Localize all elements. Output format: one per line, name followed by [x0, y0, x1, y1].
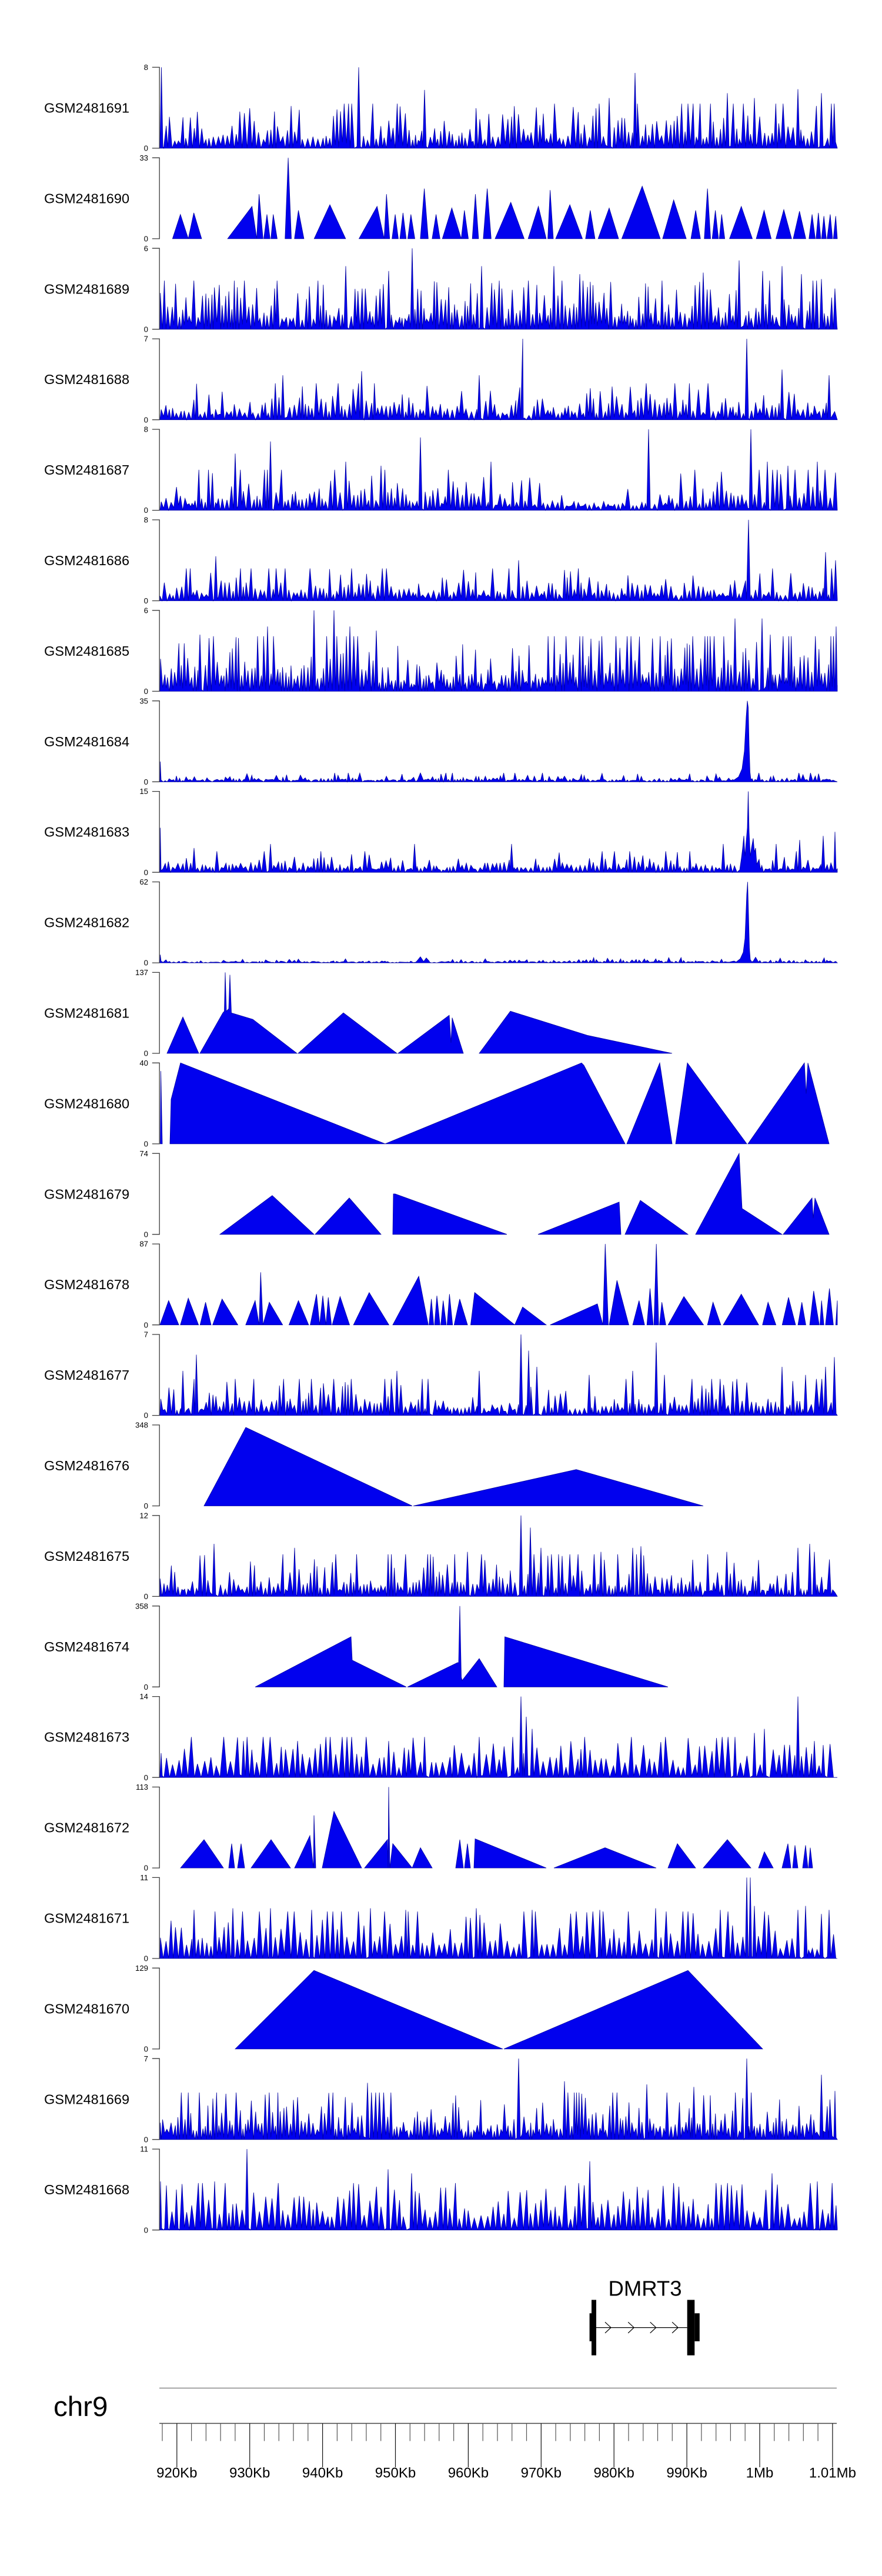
svg-text:62: 62	[139, 877, 148, 886]
svg-text:14: 14	[139, 1692, 148, 1701]
svg-text:GSM2481680: GSM2481680	[44, 1096, 129, 1111]
svg-text:33: 33	[139, 154, 148, 162]
svg-text:960Kb: 960Kb	[448, 2465, 489, 2481]
svg-text:0: 0	[144, 687, 148, 696]
svg-text:0: 0	[144, 1773, 148, 1782]
svg-text:87: 87	[139, 1240, 148, 1249]
svg-text:0: 0	[144, 2135, 148, 2144]
svg-text:GSM2481686: GSM2481686	[44, 553, 129, 568]
svg-text:7: 7	[144, 1330, 148, 1339]
svg-text:940Kb: 940Kb	[302, 2465, 343, 2481]
svg-text:0: 0	[144, 1954, 148, 1963]
svg-text:0: 0	[144, 1049, 148, 1058]
svg-text:0: 0	[144, 778, 148, 786]
svg-text:0: 0	[144, 415, 148, 424]
svg-text:0: 0	[144, 1501, 148, 1510]
svg-text:0: 0	[144, 325, 148, 333]
svg-text:GSM2481678: GSM2481678	[44, 1277, 129, 1292]
svg-text:GSM2481681: GSM2481681	[44, 1006, 129, 1021]
svg-text:GSM2481668: GSM2481668	[44, 2182, 129, 2197]
svg-text:0: 0	[144, 2225, 148, 2234]
svg-text:GSM2481676: GSM2481676	[44, 1458, 129, 1473]
svg-text:980Kb: 980Kb	[593, 2465, 634, 2481]
svg-text:GSM2481685: GSM2481685	[44, 643, 129, 659]
svg-text:0: 0	[144, 868, 148, 877]
svg-text:0: 0	[144, 1411, 148, 1420]
svg-text:1Mb: 1Mb	[746, 2465, 774, 2481]
svg-text:GSM2481689: GSM2481689	[44, 281, 129, 296]
svg-text:GSM2481674: GSM2481674	[44, 1639, 129, 1654]
svg-text:GSM2481677: GSM2481677	[44, 1367, 129, 1383]
svg-text:970Kb: 970Kb	[521, 2465, 562, 2481]
svg-text:0: 0	[144, 1864, 148, 1873]
svg-text:8: 8	[144, 425, 148, 434]
svg-text:GSM2481672: GSM2481672	[44, 1820, 129, 1836]
svg-text:GSM2481687: GSM2481687	[44, 462, 129, 478]
svg-text:15: 15	[139, 787, 148, 796]
svg-text:GSM2481675: GSM2481675	[44, 1549, 129, 1564]
svg-text:0: 0	[144, 235, 148, 243]
svg-text:920Kb: 920Kb	[156, 2465, 197, 2481]
svg-text:GSM2481691: GSM2481691	[44, 101, 129, 116]
svg-text:113: 113	[136, 1783, 148, 1791]
svg-text:40: 40	[139, 1059, 148, 1067]
svg-text:6: 6	[144, 244, 148, 253]
svg-text:GSM2481684: GSM2481684	[44, 734, 129, 749]
svg-text:0: 0	[144, 1140, 148, 1149]
svg-text:GSM2481682: GSM2481682	[44, 915, 129, 930]
svg-text:GSM2481670: GSM2481670	[44, 2001, 129, 2016]
svg-text:358: 358	[135, 1601, 148, 1610]
svg-text:7: 7	[144, 2054, 148, 2063]
svg-text:GSM2481679: GSM2481679	[44, 1186, 129, 1202]
svg-text:0: 0	[144, 596, 148, 605]
svg-text:0: 0	[144, 2045, 148, 2054]
svg-text:11: 11	[140, 2145, 148, 2154]
svg-text:chr9: chr9	[54, 2391, 108, 2422]
svg-text:8: 8	[144, 516, 148, 525]
svg-text:12: 12	[139, 1511, 148, 1520]
svg-text:74: 74	[139, 1149, 148, 1158]
svg-text:8: 8	[144, 63, 148, 72]
svg-text:0: 0	[144, 1230, 148, 1239]
svg-text:GSM2481688: GSM2481688	[44, 372, 129, 387]
svg-text:0: 0	[144, 959, 148, 967]
svg-text:950Kb: 950Kb	[375, 2465, 416, 2481]
svg-text:0: 0	[144, 1320, 148, 1329]
svg-text:0: 0	[144, 506, 148, 515]
svg-text:0: 0	[144, 1592, 148, 1601]
svg-text:1.01Mb: 1.01Mb	[809, 2465, 856, 2481]
svg-text:348: 348	[135, 1421, 148, 1430]
svg-text:0: 0	[144, 144, 148, 153]
svg-text:0: 0	[144, 1683, 148, 1691]
svg-text:930Kb: 930Kb	[229, 2465, 270, 2481]
svg-text:GSM2481690: GSM2481690	[44, 191, 129, 206]
svg-text:DMRT3: DMRT3	[608, 2276, 681, 2300]
svg-text:GSM2481669: GSM2481669	[44, 2091, 129, 2107]
svg-text:GSM2481683: GSM2481683	[44, 825, 129, 840]
svg-text:GSM2481671: GSM2481671	[44, 1911, 129, 1926]
svg-text:6: 6	[144, 606, 148, 615]
svg-text:35: 35	[139, 696, 148, 705]
svg-text:137: 137	[135, 968, 148, 977]
svg-text:7: 7	[144, 335, 148, 343]
svg-text:990Kb: 990Kb	[666, 2465, 707, 2481]
svg-text:GSM2481673: GSM2481673	[44, 1730, 129, 1745]
svg-text:129: 129	[135, 1964, 148, 1973]
svg-text:11: 11	[140, 1873, 148, 1882]
